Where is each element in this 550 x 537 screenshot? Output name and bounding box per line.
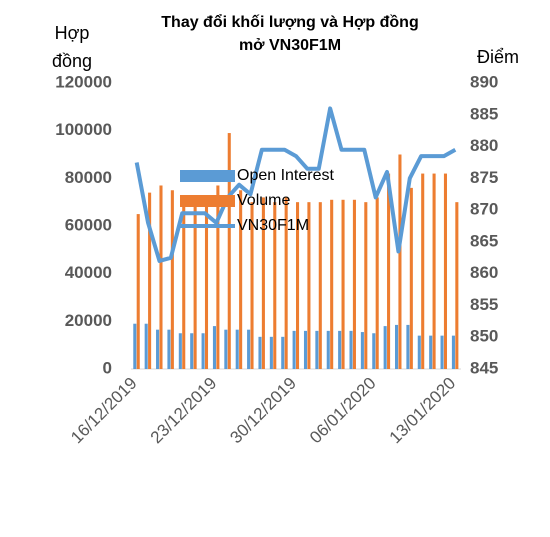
bar: [239, 190, 243, 369]
legend-label: Volume: [237, 192, 290, 209]
bar: [296, 202, 300, 369]
bar: [387, 173, 391, 369]
y-tick-label: 60000: [65, 215, 112, 234]
bar: [318, 202, 322, 369]
y-tick-label: 120000: [55, 72, 112, 91]
bar: [330, 199, 334, 369]
x-tick-label: 16/12/2019: [67, 374, 141, 448]
line: [134, 106, 457, 263]
y2-tick-label: 875: [470, 168, 498, 187]
bar: [269, 336, 273, 369]
y-tick-label: 100000: [55, 120, 112, 139]
legend-marker: [180, 170, 235, 182]
bar: [204, 199, 209, 369]
bar: [417, 335, 421, 369]
bar: [341, 199, 345, 369]
bar: [227, 133, 231, 369]
bar: [201, 333, 205, 369]
bar: [375, 197, 379, 369]
bar: [395, 324, 399, 369]
y2-tick-label: 850: [470, 327, 498, 346]
bar: [432, 173, 436, 369]
bar: [326, 330, 330, 369]
legend-label: VN30F1M: [237, 217, 309, 234]
bar: [338, 330, 342, 369]
bar: [383, 326, 387, 369]
bar: [429, 335, 433, 369]
bar: [284, 197, 288, 369]
bar: [170, 190, 174, 369]
bar: [136, 214, 140, 369]
bar: [409, 187, 413, 369]
y2-tick-label: 890: [470, 72, 498, 91]
bar: [406, 324, 410, 369]
bar: [360, 332, 364, 369]
bar: [178, 333, 182, 369]
bar: [364, 202, 368, 369]
bar: [216, 185, 220, 369]
bar: [182, 195, 186, 369]
bar: [193, 195, 197, 369]
y-tick-label: 80000: [65, 168, 112, 187]
bar: [190, 333, 194, 369]
bar: [247, 329, 251, 369]
bar: [398, 154, 402, 369]
x-tick-label: 13/01/2020: [386, 374, 460, 448]
y-tick-label: 20000: [65, 311, 112, 330]
bar: [250, 202, 254, 369]
bar: [303, 330, 308, 369]
y2-tick-label: 860: [470, 263, 498, 282]
bar: [307, 202, 311, 369]
bar: [451, 335, 455, 369]
bar: [156, 329, 160, 369]
y2-tick-label: 870: [470, 200, 498, 219]
chart-title: mở VN30F1M: [239, 37, 341, 54]
bar: [443, 173, 448, 369]
chart-title: Thay đổi khối lượng và Hợp đồng: [161, 13, 418, 31]
x-tick-label: 06/01/2020: [306, 374, 380, 448]
legend-label: Open Interest: [237, 167, 335, 184]
bar: [148, 192, 152, 369]
bar: [273, 202, 277, 369]
y2-tick-label: 880: [470, 136, 498, 155]
y2-tick-label: 845: [470, 358, 498, 377]
y-axis-title: Hợp: [55, 23, 90, 43]
bar: [349, 330, 353, 369]
bar: [455, 202, 459, 369]
y-axis-title: đồng: [52, 51, 92, 71]
y-tick-label: 0: [103, 358, 112, 377]
bar: [235, 329, 239, 369]
legend-marker: [180, 195, 235, 207]
bar: [315, 330, 319, 369]
bar: [352, 199, 356, 369]
bar: [224, 329, 228, 369]
y2-tick-label: 865: [470, 231, 498, 250]
y2-tick-label: 855: [470, 295, 498, 314]
bar: [281, 336, 285, 369]
bar: [167, 329, 171, 369]
bar: [261, 197, 265, 369]
y-tick-label: 40000: [65, 263, 112, 282]
bar: [372, 333, 376, 369]
bar: [159, 185, 163, 369]
bar: [144, 323, 148, 369]
bar: [421, 173, 425, 369]
y2-tick-label: 885: [470, 104, 498, 123]
x-tick-label: 30/12/2019: [226, 374, 300, 448]
bar: [212, 326, 217, 369]
bar: [440, 335, 444, 369]
bar: [292, 330, 296, 369]
bar: [133, 323, 137, 369]
y2-axis-title: Điểm: [477, 47, 519, 67]
bar: [258, 336, 262, 369]
x-tick-label: 23/12/2019: [147, 374, 221, 448]
